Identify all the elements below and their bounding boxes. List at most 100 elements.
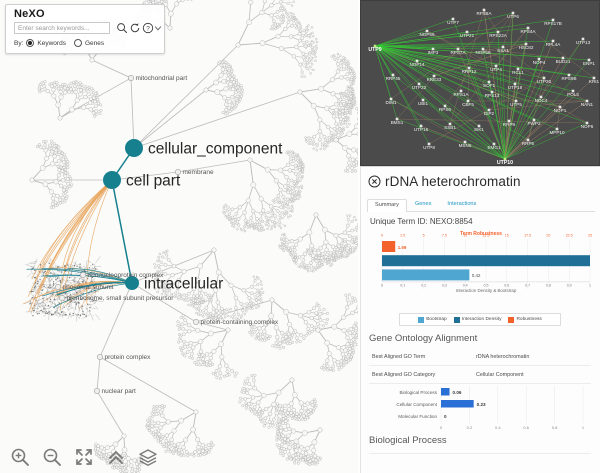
- network-node[interactable]: [561, 56, 565, 60]
- network-node[interactable]: [389, 97, 393, 101]
- network-node[interactable]: [514, 99, 518, 103]
- layers-button[interactable]: [138, 447, 158, 467]
- network-node[interactable]: [395, 117, 399, 121]
- network-node[interactable]: [448, 122, 452, 126]
- legend-label-robustness: Robustness: [516, 317, 542, 322]
- network-node[interactable]: [496, 30, 500, 34]
- go-chart-value-label: 0: [444, 414, 447, 419]
- network-node[interactable]: [567, 73, 571, 77]
- robustness-chart-canvas: 0 2.5 5 7.5 10 12.5 15 17.5 20 22.5 25 1.59 0.42 0 0.1…: [381, 233, 592, 293]
- network-node[interactable]: [451, 17, 455, 21]
- network-node[interactable]: [427, 142, 431, 146]
- network-node[interactable]: [539, 95, 543, 99]
- network-node[interactable]: [532, 118, 536, 122]
- tree-node-label: ribonucleoprotein complex: [88, 272, 165, 279]
- network-node[interactable]: [494, 64, 498, 68]
- network-node[interactable]: [477, 124, 481, 128]
- close-circle-icon[interactable]: [368, 174, 381, 188]
- network-node[interactable]: [415, 59, 419, 63]
- network-node[interactable]: [503, 157, 507, 161]
- gene-label: UTP6: [507, 14, 519, 19]
- go-chart-value-label: 0.23: [477, 402, 486, 407]
- network-node[interactable]: [585, 121, 589, 125]
- tree-node-highlighted[interactable]: [125, 139, 143, 157]
- network-node[interactable]: [391, 73, 395, 77]
- help-icon[interactable]: ?: [142, 22, 154, 34]
- zoom-in-button[interactable]: [10, 447, 30, 467]
- network-node[interactable]: [459, 89, 463, 93]
- network-node[interactable]: [551, 18, 555, 22]
- network-node[interactable]: [585, 99, 589, 103]
- network-node[interactable]: [443, 104, 447, 108]
- gene-interaction-network-view[interactable]: UTP9 NOP56 UTP7 RPS8A UTP6 RPS17B UTP21 RPS22A R…: [360, 0, 600, 166]
- network-node[interactable]: [373, 44, 377, 48]
- tree-node-highlighted[interactable]: [103, 171, 121, 189]
- network-node[interactable]: [571, 89, 575, 93]
- network-node[interactable]: [487, 108, 491, 112]
- network-node[interactable]: [511, 11, 515, 15]
- network-node[interactable]: [513, 82, 517, 86]
- network-node[interactable]: [555, 127, 559, 131]
- gene-label: RPS7A: [450, 50, 466, 55]
- tab-genes[interactable]: Genes: [414, 201, 432, 208]
- chevron-down-icon[interactable]: [154, 24, 162, 33]
- network-node[interactable]: [490, 90, 494, 94]
- network-node[interactable]: [463, 140, 467, 144]
- network-node[interactable]: [542, 76, 546, 80]
- gene-label: UTP7: [447, 20, 459, 25]
- network-node[interactable]: [482, 8, 486, 12]
- network-node[interactable]: [526, 26, 530, 30]
- network-node[interactable]: [487, 80, 491, 84]
- network-node[interactable]: [507, 119, 511, 123]
- network-node[interactable]: [465, 30, 469, 34]
- top-axis-tick: 10: [463, 233, 467, 237]
- reset-icon[interactable]: [129, 22, 141, 34]
- panel-header: rDNA heterochromatin: [361, 167, 600, 195]
- go-chart-x-tick: 1: [582, 425, 585, 430]
- table-row: Best Aligned GO Term rDNA heterochromati…: [369, 348, 591, 366]
- tab-summary[interactable]: Summary: [367, 199, 407, 212]
- network-node[interactable]: [581, 37, 585, 41]
- network-node[interactable]: [501, 45, 505, 49]
- gene-label: POL5: [567, 92, 579, 97]
- network-node[interactable]: [432, 74, 436, 78]
- network-node[interactable]: [524, 42, 528, 46]
- network-node[interactable]: [558, 105, 562, 109]
- network-node[interactable]: [516, 67, 520, 71]
- fit-to-screen-button[interactable]: [74, 447, 94, 467]
- ontology-tree-canvas[interactable]: mitochondrial part membrane protein comple…: [0, 0, 358, 473]
- gene-label: DIM1: [386, 100, 397, 105]
- bottom-axis-tick: 0.6: [504, 283, 509, 287]
- network-node[interactable]: [592, 76, 596, 80]
- network-node[interactable]: [421, 98, 425, 102]
- search-input[interactable]: [14, 22, 110, 34]
- network-node[interactable]: [419, 124, 423, 128]
- collapse-button[interactable]: [106, 447, 126, 467]
- zoom-out-button[interactable]: [42, 447, 62, 467]
- network-node[interactable]: [431, 47, 435, 51]
- radio-keywords[interactable]: [26, 39, 35, 47]
- network-node[interactable]: [537, 57, 541, 61]
- network-canvas[interactable]: UTP9 NOP56 UTP7 RPS8A UTP6 RPS17B UTP21 RPS22A R…: [361, 1, 599, 165]
- ontology-tree-view[interactable]: mitochondrial part membrane protein comple…: [0, 0, 358, 473]
- search-icon[interactable]: [116, 22, 128, 34]
- network-node[interactable]: [456, 47, 460, 51]
- go-chart-bar: [441, 388, 450, 396]
- tree-node-label-large: cellular_component: [148, 141, 283, 158]
- network-node[interactable]: [551, 39, 555, 43]
- network-node[interactable]: [417, 82, 421, 86]
- search-panel: NeXO ?: [5, 4, 165, 54]
- network-node[interactable]: [587, 58, 591, 62]
- network-node[interactable]: [466, 99, 470, 103]
- bottom-axis-tick: 0.2: [421, 283, 426, 287]
- network-node[interactable]: [492, 142, 496, 146]
- network-node[interactable]: [425, 29, 429, 33]
- tree-toolbar: [0, 441, 358, 473]
- network-node[interactable]: [481, 47, 485, 51]
- network-node[interactable]: [467, 66, 471, 70]
- tree-node-label-large: cell part: [126, 173, 181, 190]
- radio-genes[interactable]: [73, 39, 82, 47]
- network-node[interactable]: [526, 138, 530, 142]
- tab-interactions[interactable]: Interactions: [447, 201, 477, 208]
- tree-node-highlighted[interactable]: [125, 276, 139, 290]
